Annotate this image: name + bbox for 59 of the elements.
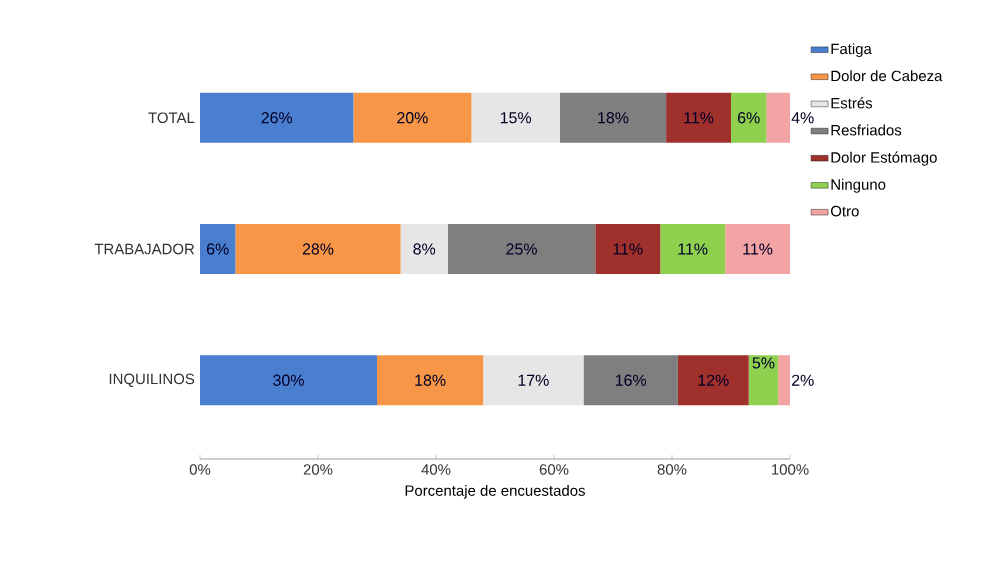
data-label: 6% bbox=[738, 112, 760, 124]
data-label: 2% bbox=[792, 374, 814, 386]
bar bbox=[353, 92, 472, 143]
data-label: 16% bbox=[615, 374, 647, 386]
x-tick-label: 40% bbox=[421, 464, 451, 475]
x-tick-label: 60% bbox=[539, 464, 569, 475]
data-label: 11% bbox=[678, 243, 708, 255]
legend-label: Estrés bbox=[831, 97, 873, 109]
bar bbox=[559, 92, 667, 143]
y-tick-label: INQUILINOS bbox=[109, 373, 195, 387]
data-label: 15% bbox=[500, 112, 532, 124]
data-label: 18% bbox=[415, 374, 446, 386]
data-label: 20% bbox=[397, 112, 428, 124]
data-label: 11% bbox=[613, 243, 643, 255]
data-label: 17% bbox=[518, 374, 549, 386]
bar bbox=[583, 355, 678, 406]
bar bbox=[748, 355, 779, 406]
x-tick-label: 0% bbox=[189, 464, 211, 475]
bar bbox=[595, 224, 661, 274]
data-label: 4% bbox=[791, 112, 814, 124]
data-label: 11% bbox=[684, 112, 714, 124]
data-label: 5% bbox=[752, 357, 775, 369]
data-label: 11% bbox=[743, 243, 773, 255]
legend-label: Dolor Estómago bbox=[831, 151, 937, 166]
x-tick-label: 100% bbox=[772, 464, 809, 475]
bar bbox=[200, 224, 236, 274]
data-label: 6% bbox=[206, 243, 229, 255]
data-label: 8% bbox=[413, 243, 436, 255]
bar bbox=[200, 92, 354, 143]
data-label: 26% bbox=[261, 112, 293, 124]
legend-label: Dolor de Cabeza bbox=[831, 70, 943, 82]
bar bbox=[377, 355, 484, 406]
bar bbox=[677, 355, 749, 406]
x-tick-label: 80% bbox=[657, 464, 687, 475]
data-label: 25% bbox=[506, 243, 537, 255]
data-label: 28% bbox=[302, 243, 334, 255]
bar bbox=[235, 224, 401, 274]
data-label: 18% bbox=[598, 112, 629, 124]
bar bbox=[200, 355, 377, 406]
bar bbox=[731, 92, 767, 143]
legend-label: Otro bbox=[831, 205, 859, 217]
data-label: 30% bbox=[273, 374, 304, 386]
bar bbox=[778, 355, 790, 406]
x-tick-label: 20% bbox=[303, 464, 333, 475]
bar bbox=[660, 224, 726, 274]
bar bbox=[483, 355, 584, 406]
legend-label: Fatiga bbox=[831, 43, 872, 58]
y-tick-label: TRABAJADOR bbox=[94, 243, 195, 255]
y-tick-label: TOTAL bbox=[148, 112, 195, 124]
bar bbox=[666, 92, 731, 143]
bar bbox=[447, 224, 596, 274]
legend-label: Ninguno bbox=[831, 178, 886, 193]
bar bbox=[766, 92, 790, 143]
bar bbox=[725, 224, 790, 274]
x-axis-title: Porcentaje de encuestados bbox=[405, 484, 585, 499]
data-label: 12% bbox=[698, 374, 729, 386]
bar bbox=[471, 92, 560, 143]
bar bbox=[400, 224, 448, 274]
legend-label: Resfriados bbox=[831, 124, 902, 136]
